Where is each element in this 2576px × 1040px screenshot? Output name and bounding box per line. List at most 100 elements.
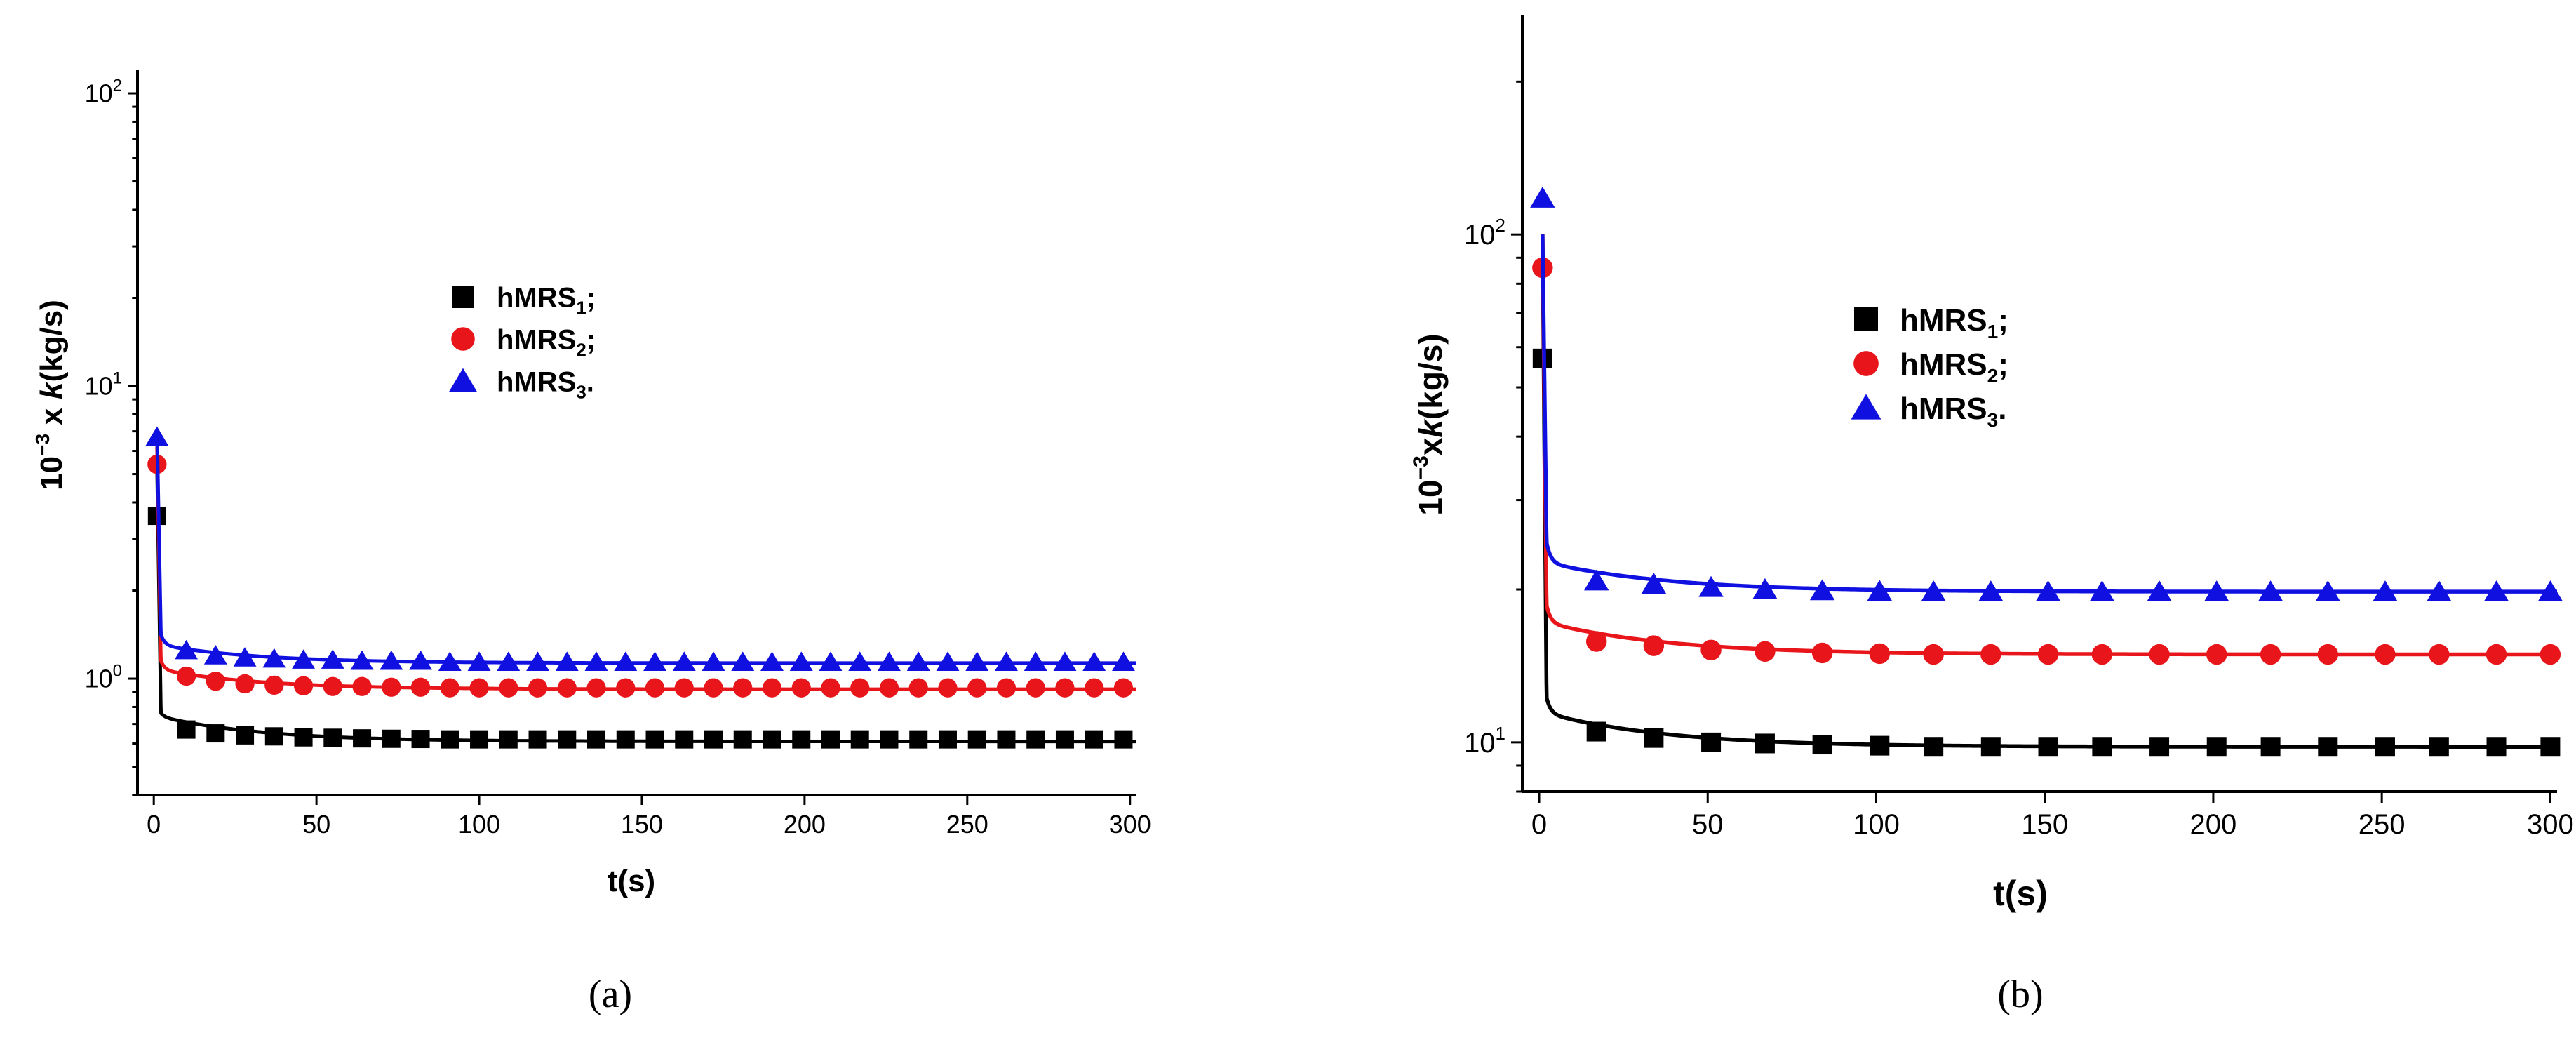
chart-b-point-hMRS2 <box>2206 644 2227 665</box>
chart-b-point-hMRS3 <box>2427 580 2452 601</box>
chart-a-point-hMRS1 <box>470 730 489 749</box>
chart-a-legend-label-hMRS3: hMRS3. <box>497 366 594 402</box>
chart-a-x-tick-label: 300 <box>1109 810 1151 839</box>
caption-b: (b) <box>1997 973 2043 1016</box>
chart-a-point-hMRS1 <box>353 729 372 748</box>
chart-b-point-hMRS3 <box>1867 580 1892 601</box>
chart-b-point-hMRS3 <box>2258 580 2283 601</box>
chart-a-point-hMRS1 <box>704 730 723 749</box>
chart-b-point-hMRS3 <box>2315 580 2340 601</box>
chart-a-point-hMRS2 <box>469 678 489 698</box>
chart-b-x-tick-label: 200 <box>2190 809 2237 840</box>
chart-a-point-hMRS2 <box>382 677 401 697</box>
chart-a-point-hMRS1 <box>411 730 430 749</box>
chart-b-legend-label-hMRS1: hMRS1; <box>1900 303 2008 342</box>
chart-a-point-hMRS2 <box>1085 678 1104 698</box>
chart-b-point-hMRS2 <box>2486 644 2507 665</box>
chart-a-point-hMRS2 <box>264 675 284 695</box>
chart-a-y-tick-label: 102 <box>85 76 122 107</box>
chart-b-point-hMRS2 <box>2091 644 2113 665</box>
chart-b-point-hMRS1 <box>1755 733 1775 754</box>
chart-b-y-tick-label: 102 <box>1464 215 1505 251</box>
chart-b-point-hMRS2 <box>2317 644 2338 665</box>
chart-a-point-hMRS1 <box>1026 730 1045 749</box>
chart-b-point-hMRS1 <box>1924 737 1944 757</box>
chart-a-point-hMRS1 <box>1055 730 1074 749</box>
chart-a-fit-line-hMRS3 <box>155 431 1136 665</box>
chart-a-point-hMRS3 <box>760 651 784 672</box>
chart-a-point-hMRS2 <box>938 678 958 698</box>
chart-b-point-hMRS1 <box>1980 737 2001 757</box>
chart-b-point-hMRS2 <box>1923 644 1944 665</box>
chart-a-point-hMRS1 <box>880 730 899 749</box>
chart-a-point-hMRS1 <box>616 730 635 749</box>
chart-a-point-hMRS3 <box>1024 651 1047 672</box>
chart-b-point-hMRS3 <box>1752 578 1778 599</box>
chart-a-point-hMRS2 <box>762 678 782 698</box>
chart-a-point-hMRS1 <box>206 724 225 743</box>
chart-a-y-axis-variable: k <box>34 380 69 399</box>
chart-a-x-tick-label: 200 <box>784 810 826 839</box>
chart-a-x-tick-label: 50 <box>302 810 330 839</box>
chart-a-point-hMRS3 <box>965 651 989 672</box>
chart-a-x-tick-label: 150 <box>621 810 663 839</box>
chart-a-point-hMRS1 <box>675 730 694 749</box>
chart-a-point-hMRS1 <box>967 730 986 749</box>
chart-a-point-hMRS2 <box>733 678 753 698</box>
chart-b-point-hMRS2 <box>1811 642 1833 664</box>
chart-a-point-hMRS1 <box>323 728 342 747</box>
chart-a-point-hMRS3 <box>702 651 725 672</box>
chart-b-plot-area: 0 50 100 150 200 250 300 101 102 <box>1464 15 2574 840</box>
chart-a-point-hMRS3 <box>1053 651 1077 672</box>
chart-b-y-tick-label: 101 <box>1464 723 1505 759</box>
chart-b-point-hMRS1 <box>2206 737 2227 757</box>
chart-a-point-hMRS1 <box>792 730 811 749</box>
chart-a-point-hMRS3 <box>526 651 549 672</box>
chart-a-point-hMRS3 <box>848 651 872 672</box>
chart-a-point-hMRS1 <box>997 730 1016 749</box>
chart-a-point-hMRS2 <box>645 678 665 698</box>
chart-b-point-hMRS1 <box>1701 732 1722 752</box>
chart-a-point-hMRS3 <box>409 650 432 670</box>
chart-a-point-hMRS1 <box>177 720 196 739</box>
chart-a-point-hMRS1 <box>909 730 928 749</box>
chart-b-point-hMRS3 <box>2204 580 2229 601</box>
chart-a-point-hMRS3 <box>936 651 960 672</box>
chart-b-point-hMRS1 <box>1870 735 1890 756</box>
chart-a-point-hMRS3 <box>145 426 169 446</box>
chart-a-point-hMRS2 <box>967 678 987 698</box>
chart-a-point-hMRS1 <box>528 730 547 749</box>
chart-a-point-hMRS3 <box>672 651 696 672</box>
chart-b-point-hMRS3 <box>2089 580 2115 601</box>
chart-a-point-hMRS3 <box>497 651 521 672</box>
chart-b-y-axis-exponent: −3 <box>1409 455 1433 479</box>
chart-a-series-hMRS1 <box>147 464 1136 749</box>
chart-a-point-hMRS3 <box>233 647 257 667</box>
chart-b-legend-label-hMRS3: hMRS3. <box>1900 392 2006 431</box>
chart-b-point-hMRS2 <box>1586 631 1607 652</box>
chart-b-point-hMRS1 <box>2375 737 2395 757</box>
chart-b-legend-marker-hMRS1 <box>1854 307 1878 331</box>
chart-a-point-hMRS1 <box>558 730 577 749</box>
chart-a-point-hMRS2 <box>557 678 577 698</box>
chart-b-point-hMRS2 <box>2037 644 2059 665</box>
chart-a-point-hMRS3 <box>614 651 638 672</box>
chart-b-point-hMRS3 <box>2035 580 2061 601</box>
chart-a-point-hMRS3 <box>555 651 579 672</box>
chart-a-point-hMRS2 <box>821 678 840 698</box>
chart-b-point-hMRS2 <box>2149 644 2170 665</box>
chart-a-point-hMRS2 <box>293 676 314 695</box>
chart-a-y-axis-mid: x <box>34 399 69 434</box>
chart-b-legend-label-hMRS2: hMRS2; <box>1900 347 2008 387</box>
chart-a-y-tick-label: 101 <box>85 368 122 400</box>
chart-a-legend-marker-hMRS2 <box>451 327 475 351</box>
chart-b-x-tick-label: 150 <box>2021 809 2068 840</box>
chart-a-x-axis-title: t(s) <box>608 864 655 898</box>
chart-a-point-hMRS2 <box>1055 678 1075 698</box>
chart-b-point-hMRS3 <box>1698 575 1724 597</box>
chart-a-point-hMRS2 <box>850 678 870 698</box>
chart-a-point-hMRS2 <box>616 678 636 698</box>
chart-b-point-hMRS1 <box>2092 737 2112 757</box>
